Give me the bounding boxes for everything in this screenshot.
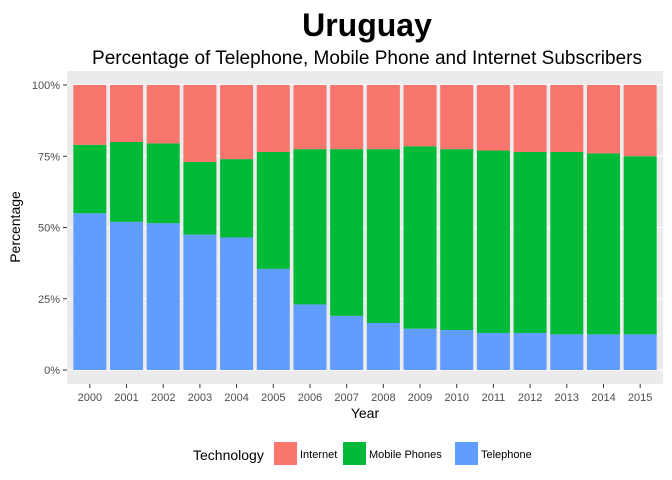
legend-key	[343, 442, 366, 465]
x-tick-label: 2010	[444, 392, 468, 404]
legend-label: Telephone	[481, 449, 532, 461]
bar-telephone	[403, 328, 437, 370]
bar-mobile-phones	[476, 150, 510, 333]
bar-telephone	[110, 221, 144, 370]
y-tick-label: 75%	[38, 151, 60, 163]
y-axis: 0% 25% 50% 75% 100%	[32, 80, 67, 377]
legend-key	[455, 442, 478, 465]
x-axis-title: Year	[351, 405, 380, 421]
bar-internet	[110, 85, 144, 142]
x-tick-label: 2015	[628, 392, 652, 404]
x-tick-label: 2008	[371, 392, 395, 404]
y-axis-title: Percentage	[7, 191, 23, 263]
x-tick-label: 2013	[555, 392, 579, 404]
bar-internet	[256, 85, 290, 152]
x-tick-label: 2014	[591, 392, 615, 404]
bar-mobile-phones	[183, 161, 217, 235]
bar-mobile-phones	[550, 151, 584, 335]
bar-mobile-phones	[293, 149, 327, 305]
bar-telephone	[366, 322, 400, 370]
chart-subtitle: Percentage of Telephone, Mobile Phone an…	[92, 48, 642, 69]
x-tick-label: 2003	[188, 392, 212, 404]
bar-internet	[146, 85, 180, 144]
bar-telephone	[183, 234, 217, 370]
bar-telephone	[476, 332, 510, 370]
x-tick-label: 2005	[261, 392, 285, 404]
bar-mobile-phones	[513, 151, 547, 333]
y-tick-label: 0%	[44, 365, 60, 377]
legend-label: Internet	[300, 449, 337, 461]
legend-title: Technology	[193, 447, 264, 463]
bar-mobile-phones	[110, 142, 144, 222]
bar-mobile-phones	[220, 159, 254, 238]
legend-key	[274, 442, 297, 465]
bar-mobile-phones	[366, 149, 400, 323]
bar-mobile-phones	[623, 156, 657, 335]
bar-internet	[513, 85, 547, 152]
x-tick-label: 2006	[298, 392, 322, 404]
bars	[73, 85, 657, 370]
bar-internet	[440, 85, 474, 150]
x-tick-label: 2001	[114, 392, 138, 404]
bar-mobile-phones	[146, 143, 180, 224]
bar-internet	[293, 85, 327, 150]
bar-telephone	[440, 330, 474, 370]
x-tick-label: 2007	[334, 392, 358, 404]
bar-internet	[476, 85, 510, 151]
bar-mobile-phones	[330, 149, 364, 316]
bar-telephone	[256, 268, 290, 370]
bar-internet	[73, 85, 107, 145]
bar-internet	[586, 85, 620, 154]
bar-internet	[183, 85, 217, 162]
bar-internet	[403, 85, 437, 147]
bar-telephone	[513, 332, 547, 370]
bar-telephone	[550, 334, 584, 370]
x-tick-label: 2009	[408, 392, 432, 404]
x-tick-label: 2002	[151, 392, 175, 404]
bar-telephone	[330, 315, 364, 370]
bar-telephone	[586, 334, 620, 370]
x-tick-label: 2011	[482, 392, 506, 404]
x-axis: 2000 2001 2002 2003 2004 2005 2006 2007 2008 2009…	[78, 384, 652, 404]
x-tick-label: 2000	[78, 392, 102, 404]
bar-internet	[550, 85, 584, 152]
legend-label: Mobile Phones	[369, 449, 442, 461]
y-tick-label: 25%	[38, 294, 60, 306]
x-tick-label: 2004	[224, 392, 248, 404]
y-tick-label: 50%	[38, 223, 60, 235]
bar-telephone	[293, 304, 327, 370]
x-tick-label: 2012	[518, 392, 542, 404]
bar-mobile-phones	[403, 146, 437, 329]
bar-internet	[330, 85, 364, 150]
bar-internet	[623, 85, 657, 157]
bar-mobile-phones	[440, 149, 474, 331]
bar-internet	[220, 85, 254, 160]
legend: Technology Internet Mobile Phones Telephon…	[193, 442, 532, 465]
chart-title: Uruguay	[302, 7, 432, 43]
bar-telephone	[146, 223, 180, 370]
bar-telephone	[220, 237, 254, 370]
bar-telephone	[623, 334, 657, 370]
bar-internet	[366, 85, 400, 150]
bar-mobile-phones	[586, 153, 620, 335]
bar-mobile-phones	[73, 144, 107, 214]
bar-mobile-phones	[256, 151, 290, 269]
bar-telephone	[73, 213, 107, 370]
y-tick-label: 100%	[32, 80, 60, 92]
